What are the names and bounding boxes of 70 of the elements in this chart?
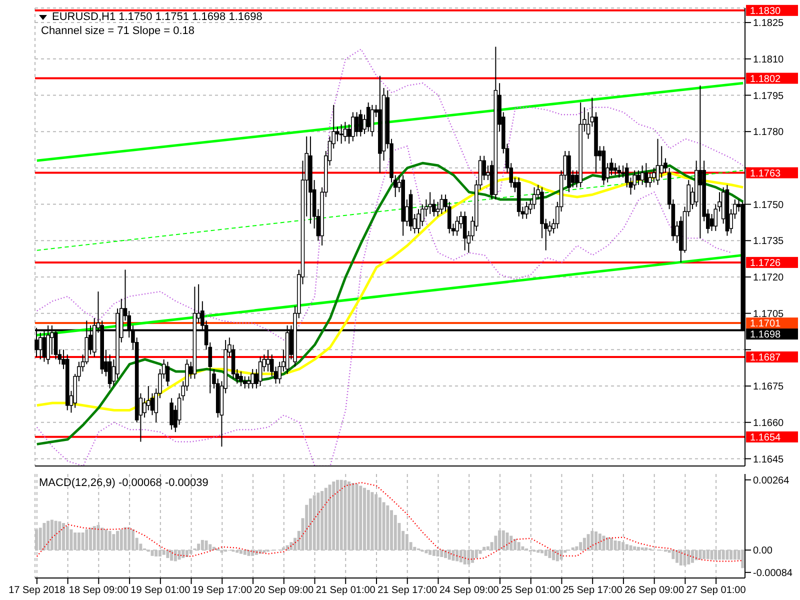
candlestick xyxy=(354,112,359,137)
x-tick-label: 24 Sep 09:00 xyxy=(439,585,500,596)
candlestick xyxy=(440,194,444,214)
ref-line-label: 1.1763 xyxy=(750,168,782,180)
x-tick-label: 21 Sep 17:00 xyxy=(378,585,438,596)
x-tick-label: 21 Sep 01:00 xyxy=(316,585,376,596)
candlestick xyxy=(698,85,702,239)
candlestick xyxy=(640,165,644,186)
candlestick xyxy=(339,124,344,144)
y-tick-label: 1.1675 xyxy=(753,382,784,393)
candlestick xyxy=(358,109,363,137)
candlestick xyxy=(660,146,664,178)
y-tick-label: 1.1645 xyxy=(753,454,784,466)
x-tick-label: 19 Sep 17:00 xyxy=(192,585,252,596)
y-tick-label: -0.00084 xyxy=(753,568,793,579)
y-tick-label: 1.1780 xyxy=(753,127,784,138)
y-tick-label: 1.1810 xyxy=(753,54,784,66)
x-tick-label: 27 Sep 01:00 xyxy=(686,585,746,596)
x-tick-label: 25 Sep 17:00 xyxy=(562,585,623,596)
ref-line-label: 1.1698 xyxy=(750,330,782,341)
candlestick xyxy=(246,376,251,389)
candlestick xyxy=(170,398,174,430)
candlestick xyxy=(455,216,459,236)
candlestick xyxy=(644,162,648,188)
ref-line-label: 1.1726 xyxy=(750,258,782,269)
candlestick xyxy=(239,370,243,387)
candlestick xyxy=(648,172,652,188)
candlestick xyxy=(617,165,622,178)
candlestick xyxy=(166,361,170,387)
y-tick-label: 0.00264 xyxy=(753,475,790,486)
y-tick-label: 1.1750 xyxy=(753,200,784,211)
candlestick xyxy=(656,138,660,186)
candlestick xyxy=(343,121,348,142)
candlestick xyxy=(632,170,636,190)
y-tick-label: 1.1720 xyxy=(753,272,784,284)
chart-title: EURUSD,H1 1.1750 1.1751 1.1698 1.1698 xyxy=(52,10,262,24)
candlestick xyxy=(524,201,528,220)
candlestick xyxy=(636,170,640,186)
candlestick xyxy=(258,356,262,387)
text: Channel size = 71 Slope = 0.18 xyxy=(41,24,196,38)
ref-line-label: 1.1830 xyxy=(750,6,782,17)
x-tick-label: 17 Sep 2018 xyxy=(8,585,66,596)
candlestick xyxy=(242,376,247,389)
y-tick-label: 1.1735 xyxy=(753,236,784,248)
y-tick-label: 1.1660 xyxy=(753,418,784,429)
candlestick xyxy=(370,104,374,137)
candlestick xyxy=(351,112,355,142)
x-tick-label: 18 Sep 09:00 xyxy=(68,585,129,596)
ref-line-label: 1.1654 xyxy=(750,432,782,444)
candlestick xyxy=(336,126,340,142)
candlestick xyxy=(366,102,370,132)
x-tick-label: 19 Sep 01:00 xyxy=(130,585,191,596)
ref-line-label: 1.1687 xyxy=(750,352,782,364)
x-tick-label: 20 Sep 09:00 xyxy=(254,585,314,596)
candlestick xyxy=(462,211,467,251)
y-tick-label: 0.00 xyxy=(753,546,773,557)
y-tick-label: 1.1705 xyxy=(753,308,784,320)
y-tick-label: 1.1795 xyxy=(753,90,784,102)
y-tick-label: 1.1825 xyxy=(753,18,784,30)
ref-line-label: 1.1701 xyxy=(750,318,782,330)
candlestick xyxy=(250,368,254,389)
x-tick-label: 25 Sep 01:00 xyxy=(501,585,562,596)
candlestick xyxy=(428,192,432,214)
ref-line-label: 1.1802 xyxy=(750,74,782,85)
candlestick xyxy=(532,186,536,210)
chart-title: MACD(12,26,9) -0.00068 -0.00039 xyxy=(39,476,208,490)
candlestick xyxy=(613,162,618,176)
x-tick-label: 26 Sep 09:00 xyxy=(624,585,685,596)
candlestick xyxy=(416,208,420,234)
candlestick xyxy=(266,349,270,372)
